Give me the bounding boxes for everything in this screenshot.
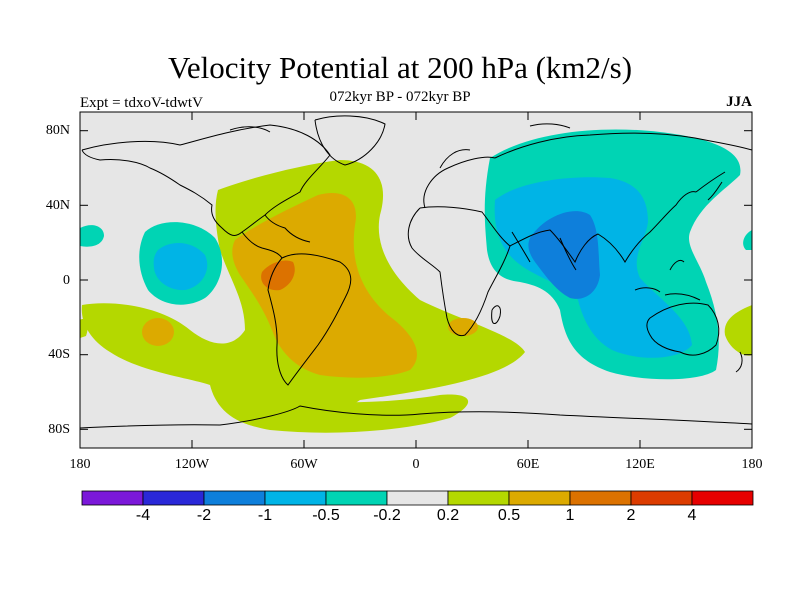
- contour-negative-0.5-pacific: [153, 243, 208, 291]
- contour-negative-0.2-east-edge: [743, 230, 752, 250]
- contour-negative-0.2-west-edge: [80, 225, 104, 247]
- colorbar-swatch: [508, 490, 571, 506]
- coastlines: [80, 115, 752, 429]
- experiment-label: Expt = tdxoV-tdwtV: [80, 95, 203, 111]
- colorbar-swatch: [142, 490, 205, 506]
- plot-title: Velocity Potential at 200 hPa (km2/s): [167, 50, 633, 85]
- colorbar-swatch: [81, 490, 144, 506]
- x-tick-label: 0: [412, 457, 420, 472]
- colorbar-swatch: [325, 490, 388, 506]
- colorbar-label: 0.2: [436, 507, 460, 524]
- colorbar-label: -1: [257, 507, 273, 524]
- contour-positive-0.2-lower: [225, 394, 469, 433]
- y-tick-label: 40N: [45, 198, 70, 213]
- colorbar: [81, 490, 754, 506]
- colorbar-label: -2: [196, 507, 212, 524]
- colorbar-swatch: [630, 490, 693, 506]
- map-panel: [80, 112, 752, 448]
- contour-positive-0.5: [232, 193, 417, 378]
- contour-positive-0.5-pacific: [142, 318, 174, 346]
- plot-subtitle: 072kyr BP - 072kyr BP: [329, 89, 471, 105]
- x-tick-label: 60E: [516, 457, 540, 472]
- colorbar-swatch: [569, 490, 632, 506]
- colorbar-label: 0.5: [497, 507, 521, 524]
- colorbar-label: -0.5: [312, 507, 340, 524]
- colorbar-swatch: [691, 490, 754, 506]
- colorbar-label: 2: [626, 507, 636, 524]
- colorbar-swatch: [386, 490, 449, 506]
- x-axis-ticks: [79, 112, 753, 448]
- season-label: JJA: [726, 94, 752, 110]
- x-tick-label: 180: [741, 457, 763, 472]
- colorbar-swatch: [264, 490, 327, 506]
- x-tick-label: 180: [69, 457, 91, 472]
- contour-positive-0.2-east: [724, 305, 752, 356]
- contour-negative-1: [528, 211, 600, 299]
- x-tick-label: 120E: [625, 457, 655, 472]
- colorbar-label: 4: [687, 507, 697, 524]
- x-tick-label: 120W: [174, 457, 210, 472]
- y-tick-label: 80N: [45, 123, 70, 138]
- y-tick-label: 80S: [48, 422, 70, 437]
- colorbar-swatch: [447, 490, 510, 506]
- colorbar-label: -0.2: [373, 507, 401, 524]
- colorbar-swatch: [203, 490, 266, 506]
- contour-positive-0.2-west: [80, 319, 88, 338]
- x-tick-label: 60W: [290, 457, 318, 472]
- contour-positive-0.5-africa: [448, 318, 478, 336]
- y-tick-label: 0: [63, 273, 70, 288]
- colorbar-label: -4: [135, 507, 151, 524]
- y-axis-ticks: [80, 130, 752, 430]
- colorbar-label: 1: [565, 507, 575, 524]
- y-tick-label: 40S: [48, 347, 70, 362]
